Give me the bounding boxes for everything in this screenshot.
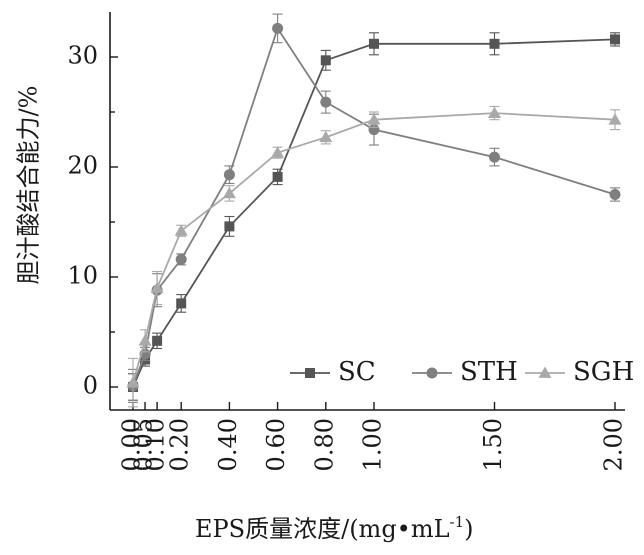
series-sth (127, 13, 621, 403)
data-point-circle (609, 189, 621, 200)
data-point-square (305, 368, 315, 378)
data-point-square (176, 298, 187, 309)
x-tick-label: 0.40 (214, 418, 242, 471)
data-point-triangle (367, 113, 381, 125)
data-point-triangle (138, 334, 152, 346)
data-point-triangle (538, 366, 552, 378)
legend-item-sth: STH (412, 357, 518, 387)
y-tick-label: 0 (83, 372, 98, 400)
x-axis-title: EPS质量浓度/(mg•mL-1) (195, 513, 474, 543)
x-tick-label: 1.50 (479, 418, 507, 471)
y-axis-title: 胆汁酸结合能力/% (15, 86, 43, 285)
data-point-circle (320, 96, 332, 108)
data-point-triangle (608, 113, 622, 125)
legend-item-sgh: SGH (525, 357, 634, 387)
axes: 0 10 20 30 0.000.050.100.20 0.40 0.60 0.80 1.00… (67, 12, 628, 471)
x-tick-label: 0.00 (118, 418, 146, 471)
x-tick-label: 0.10 (142, 418, 170, 471)
x-ticks: 0.000.050.100.20 0.40 0.60 0.80 1.00 1.50 2.00 (118, 402, 628, 471)
data-point-triangle (488, 106, 501, 118)
series-line-sth (132, 26, 616, 387)
x-axis-title-main: EPS质量浓度/(mg•mL (195, 515, 450, 543)
series-sc (128, 32, 620, 401)
legend-label: SGH (573, 357, 634, 387)
series-sgh (126, 105, 622, 408)
legend: SC STH SGH (290, 357, 634, 387)
x-tick-label: 2.00 (600, 418, 628, 471)
data-point-triangle (174, 224, 188, 236)
series-layer (126, 13, 622, 408)
data-point-square (272, 171, 283, 182)
data-point-circle (175, 253, 187, 265)
legend-item-sc: SC (290, 357, 376, 387)
data-point-square (152, 335, 163, 346)
x-tick-label: 0.20 (166, 418, 194, 471)
data-point-square (610, 34, 620, 45)
data-point-square (489, 38, 500, 49)
y-tick-label: 10 (67, 262, 98, 290)
data-point-square (369, 38, 379, 49)
x-tick-label: 0.60 (262, 418, 290, 471)
series-line-sc (132, 38, 616, 388)
y-ticks: 0 10 20 30 (67, 42, 118, 400)
y-tick-label: 20 (67, 152, 98, 180)
x-tick-label: 0.80 (310, 418, 338, 471)
series-line-sgh (132, 112, 616, 383)
y-tick-label: 30 (67, 42, 98, 70)
legend-label: SC (338, 357, 376, 387)
x-tick-label: 1.00 (359, 418, 387, 471)
data-point-triangle (271, 146, 285, 158)
data-point-square (320, 55, 331, 66)
data-point-square (224, 221, 235, 232)
x-axis-title-superscript: -1 (450, 513, 465, 531)
data-point-circle (489, 151, 500, 163)
x-tick-label: 0.05 (130, 418, 158, 471)
data-point-triangle (126, 376, 140, 388)
data-point-triangle (319, 130, 333, 143)
data-point-circle (272, 22, 284, 34)
data-point-circle (426, 367, 438, 379)
x-axis-title-close: ) (464, 515, 473, 543)
data-point-triangle (150, 281, 164, 293)
legend-label: STH (460, 357, 518, 387)
data-point-circle (223, 169, 235, 181)
data-point-triangle (222, 186, 236, 199)
